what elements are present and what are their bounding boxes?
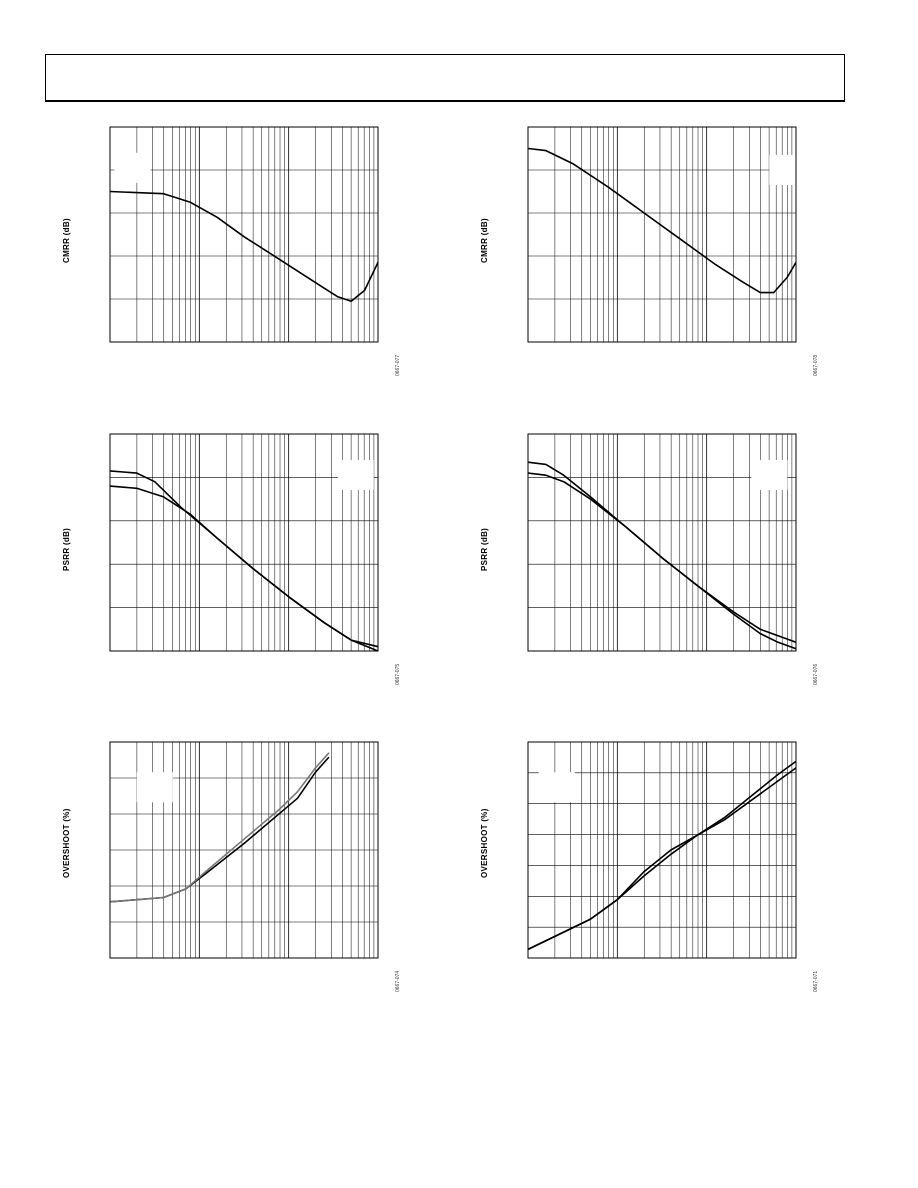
- figure-code: 0667-075: [395, 663, 401, 685]
- legend-area: [114, 152, 151, 183]
- series-line-1: [527, 147, 797, 294]
- legend-area: [769, 154, 806, 185]
- chart-p4: PSRR (dB) 0667-076: [468, 424, 819, 691]
- legend-area: [136, 772, 173, 803]
- plot-frame: [527, 433, 797, 652]
- figure-code: 0667-077: [395, 354, 401, 376]
- chart-p6: OVERSHOOT (%) 0667-071: [468, 732, 819, 998]
- series-line-1: [527, 461, 797, 650]
- series-line-2: [109, 752, 330, 903]
- chart-p5: OVERSHOOT (%) 0667-074: [50, 732, 401, 998]
- figure-code: 0667-078: [813, 354, 819, 376]
- chart-svg-p6: [527, 741, 797, 959]
- y-axis-label: OVERSHOOT (%): [62, 808, 71, 878]
- y-axis-label: CMRR (dB): [62, 217, 71, 263]
- figure-code: 0667-074: [395, 970, 401, 992]
- y-axis-label: OVERSHOOT (%): [480, 808, 489, 878]
- plot-frame: [527, 126, 797, 343]
- series-line-1: [109, 190, 379, 302]
- chart-svg-p2: [527, 126, 806, 343]
- chart-p1: CMRR (dB) 0667-077: [50, 117, 401, 382]
- figure-code: 0667-071: [813, 970, 819, 992]
- chart-svg-p5: [109, 741, 379, 959]
- y-axis-label: PSRR (dB): [62, 527, 71, 571]
- chart-p3: PSRR (dB) 0667-075: [50, 424, 401, 691]
- page-header-box: [45, 54, 845, 102]
- legend-area: [337, 460, 374, 491]
- series-line-2: [527, 760, 797, 951]
- plot-frame: [109, 433, 379, 652]
- y-axis-label: PSRR (dB): [480, 527, 489, 571]
- y-axis-label: CMRR (dB): [480, 217, 489, 263]
- legend-area: [751, 460, 788, 491]
- plot-frame: [109, 741, 379, 959]
- figure-code: 0667-076: [813, 663, 819, 685]
- chart-svg-p4: [527, 433, 797, 652]
- legend-area: [538, 772, 575, 803]
- chart-p2: CMRR (dB) 0667-078: [468, 117, 819, 382]
- chart-svg-p3: [109, 433, 379, 652]
- plot-frame: [109, 126, 379, 343]
- chart-svg-p1: [109, 126, 379, 343]
- series-line-2: [109, 485, 379, 648]
- series-line-2: [527, 472, 797, 644]
- plot-frame: [527, 741, 797, 959]
